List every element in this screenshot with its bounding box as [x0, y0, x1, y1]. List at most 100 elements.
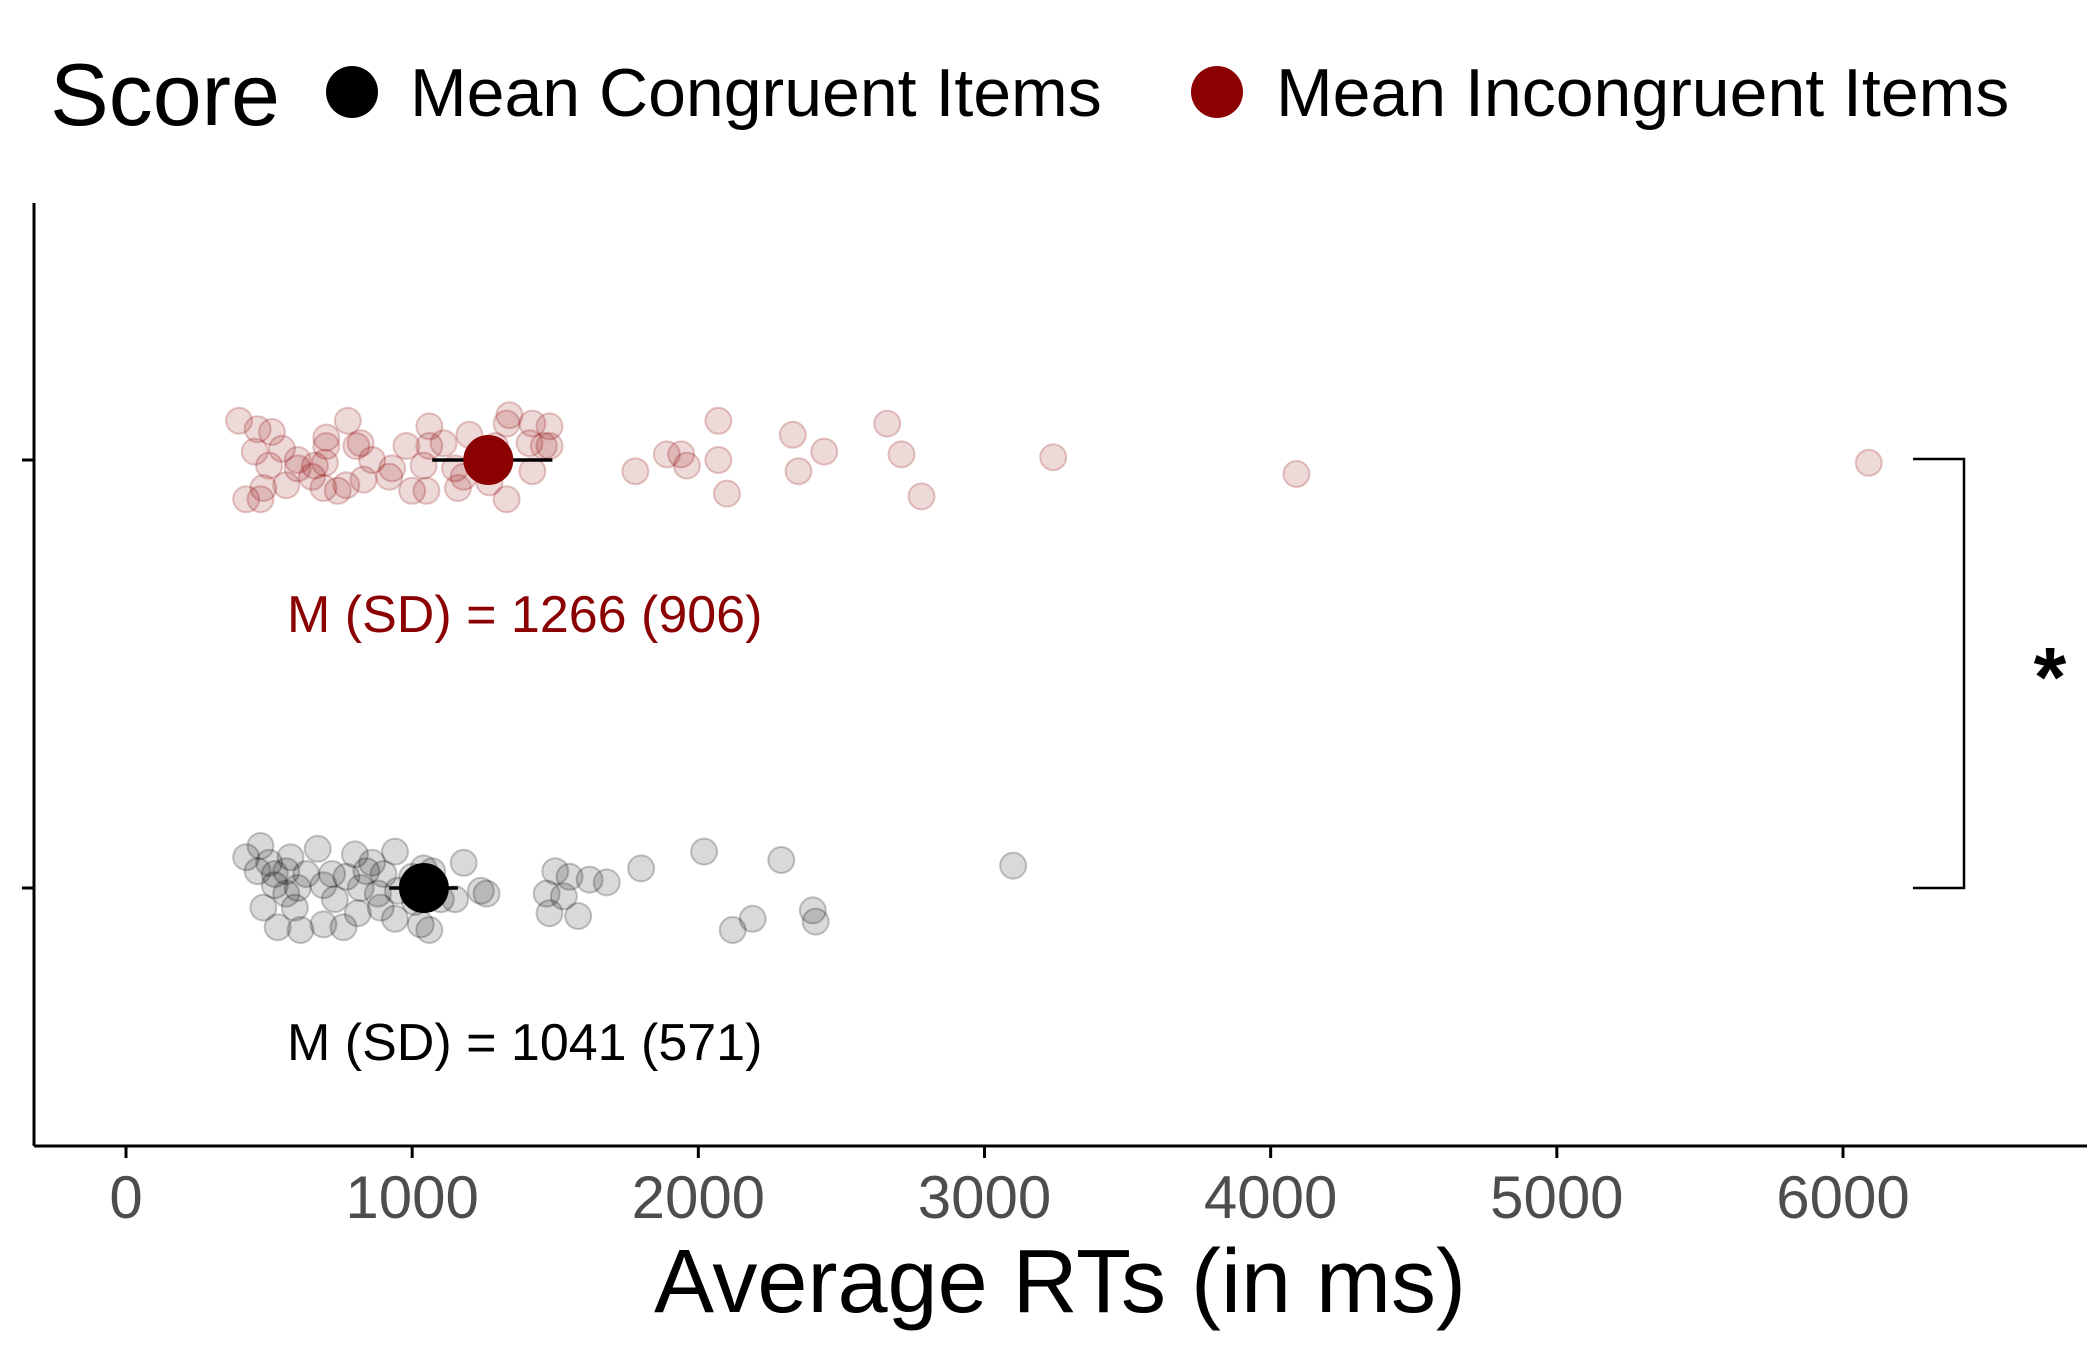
significance-bracket [1913, 457, 1966, 890]
data-point [346, 429, 375, 458]
data-point [249, 474, 278, 502]
x-tick-label: 6000 [1776, 1164, 1909, 1231]
x-tick-label: 4000 [1204, 1164, 1337, 1231]
data-point [332, 862, 361, 891]
data-point [415, 412, 444, 441]
data-point [999, 851, 1028, 880]
data-point [243, 415, 272, 444]
data-point [272, 471, 301, 500]
data-point [255, 451, 284, 480]
data-point [767, 846, 796, 874]
legend-marker-congruent [326, 66, 378, 118]
data-point [272, 857, 301, 886]
data-point [366, 893, 395, 922]
data-point [1854, 448, 1883, 477]
data-point [415, 432, 444, 460]
data-point [358, 446, 387, 474]
significance-label: * [2034, 630, 2067, 724]
data-point [718, 916, 747, 944]
data-point [690, 837, 719, 866]
data-point [292, 860, 321, 888]
data-point [303, 834, 332, 863]
data-point [801, 907, 830, 936]
data-point [342, 432, 371, 460]
data-point [409, 451, 438, 480]
data-point [704, 446, 733, 474]
data-point [672, 451, 701, 480]
data-point [627, 854, 656, 883]
annotation-congruent: M (SD) = 1041 (571) [287, 1014, 762, 1072]
data-point [260, 871, 289, 900]
data-point [243, 857, 272, 886]
data-point [535, 412, 564, 441]
data-point [363, 879, 392, 908]
data-point [283, 446, 312, 474]
data-point [652, 440, 681, 469]
data-point [492, 409, 521, 438]
data-point [323, 476, 352, 505]
data-point [286, 916, 315, 944]
data-point [246, 832, 275, 860]
data-point [621, 457, 650, 486]
data-point [309, 910, 338, 939]
data-point [472, 879, 501, 908]
x-tick-label: 2000 [632, 1164, 765, 1231]
data-point [1039, 443, 1068, 472]
data-point [329, 913, 358, 942]
data-point [378, 454, 407, 483]
data-point [232, 485, 261, 514]
x-tick-label: 5000 [1490, 1164, 1623, 1231]
legend-marker-incongruent [1191, 66, 1243, 118]
data-point [225, 406, 254, 435]
data-point [318, 860, 347, 888]
data-point [738, 904, 767, 933]
data-point [667, 440, 696, 469]
x-axis-title: Average RTs (in ms) [654, 1232, 1466, 1332]
data-point [249, 893, 278, 922]
data-point [283, 454, 312, 483]
data-point [492, 485, 521, 514]
data-point [246, 485, 275, 514]
x-tick-label: 1000 [345, 1164, 478, 1231]
data-point [312, 423, 341, 452]
data-point [255, 848, 284, 877]
x-axis-ticks: 0 1000 2000 3000 4000 5000 6000 [109, 1146, 1910, 1231]
data-point [495, 401, 524, 430]
data-point [555, 862, 584, 891]
mean-point [398, 863, 449, 913]
data-point [320, 885, 349, 914]
data-point [887, 440, 916, 469]
data-point [346, 874, 375, 902]
data-point [429, 429, 458, 458]
data-point [240, 437, 269, 466]
data-point [449, 848, 478, 877]
data-point [309, 871, 338, 900]
data-point [263, 913, 292, 942]
data-point [283, 874, 312, 902]
data-point [369, 860, 398, 888]
data-point [380, 904, 409, 933]
data-point [518, 409, 547, 438]
data-point [380, 837, 409, 866]
data-point [575, 865, 604, 894]
data-point [443, 474, 472, 502]
data-point [784, 457, 813, 486]
x-tick-label: 3000 [918, 1164, 1051, 1231]
data-point [1282, 460, 1311, 488]
legend: Score Mean Congruent Items Mean Incongru… [50, 45, 2009, 144]
data-point [352, 857, 381, 886]
data-points [225, 401, 1883, 944]
data-point [312, 432, 341, 460]
data-point [375, 462, 404, 491]
data-point [549, 882, 578, 911]
plot-area: 0 1000 2000 3000 4000 5000 6000 [22, 203, 2087, 1231]
data-point [343, 899, 372, 928]
data-point [466, 876, 495, 905]
data-point [276, 843, 305, 872]
data-point [257, 418, 286, 446]
x-tick-label: 0 [109, 1164, 142, 1231]
data-point [778, 420, 807, 449]
legend-label-congruent: Mean Congruent Items [410, 55, 1102, 131]
data-point [280, 893, 309, 922]
data-point [810, 437, 839, 466]
